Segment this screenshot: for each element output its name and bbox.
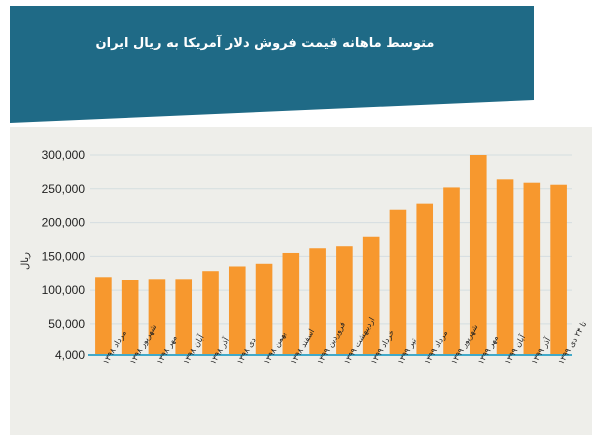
bar	[523, 182, 541, 355]
bar	[469, 155, 487, 355]
y-tick-label: 300,000	[42, 148, 86, 162]
bar	[95, 277, 112, 355]
bar-chart: 4,000 50,000 100,000 150,000 200,000 250,000 3…	[20, 148, 588, 366]
bar	[336, 246, 353, 355]
y-axis-label: ریال	[20, 252, 31, 270]
bar	[202, 271, 219, 355]
bar	[550, 184, 567, 355]
y-tick-label: 200,000	[42, 216, 86, 230]
bar	[255, 263, 273, 355]
y-tick-label: 100,000	[42, 283, 86, 297]
bar	[416, 203, 434, 355]
bar	[443, 187, 460, 355]
bar	[362, 236, 380, 355]
bar	[282, 252, 300, 355]
bar	[496, 179, 514, 355]
y-tick-label: 150,000	[42, 249, 86, 263]
bar	[228, 266, 246, 355]
y-tick-label: 250,000	[42, 182, 86, 196]
title-banner	[10, 6, 534, 123]
chart-title: متوسط ماهانه قیمت فروش دلار آمریکا به ری…	[95, 36, 435, 51]
y-tick-label: 50,000	[48, 317, 85, 331]
bar	[148, 279, 166, 355]
bar	[309, 248, 326, 355]
bar	[389, 209, 407, 355]
chart-panel: 4,000 50,000 100,000 150,000 200,000 250,000 3…	[10, 127, 592, 435]
bar	[121, 280, 139, 355]
bar	[175, 279, 193, 355]
y-tick-label: 4,000	[55, 348, 85, 362]
